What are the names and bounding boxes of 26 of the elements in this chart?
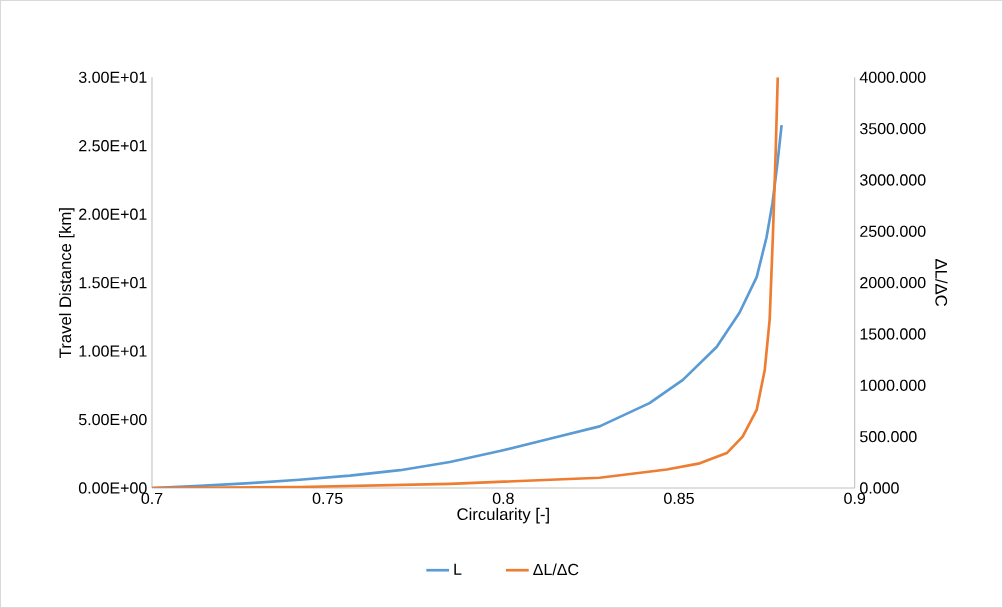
x-tick-label: 0.75 (312, 492, 343, 505)
y2-tick-label: 2000.000 (860, 277, 926, 289)
y2-tick-label: 1000.000 (860, 379, 926, 391)
y2-tick-label: 4000.000 (859, 71, 926, 83)
legend-label: ΔL/ΔC (533, 563, 579, 576)
x-tick-label: 0.8 (492, 492, 514, 505)
y-tick-label: 1.50E+01 (79, 277, 147, 289)
y2-tick-label: 1500.000 (860, 328, 926, 340)
y-tick-label: 1.00E+01 (79, 345, 147, 357)
x-axis-title: Circularity [-] (457, 507, 549, 524)
x-tick-label: 0.85 (664, 492, 694, 505)
y-axis-title: Travel Distance [km] (58, 208, 75, 358)
y2-tick-label: 3000.000 (860, 174, 926, 186)
y2-tick-label: 500.000 (860, 431, 917, 443)
y-tick-label: 2.00E+01 (79, 208, 147, 220)
y2-tick-label: 2500.000 (860, 225, 926, 237)
y-tick-label: 0.00E+00 (78, 482, 147, 494)
y2-axis-title: ΔL/ΔC (935, 259, 948, 307)
y-tick-label: 5.00E+00 (78, 413, 147, 426)
x-tick-label: 0.7 (141, 492, 163, 505)
y-tick-label: 3.00E+01 (78, 71, 147, 83)
legend-label: L (454, 563, 462, 575)
x-tick-label: 0.9 (844, 492, 866, 505)
y2-tick-label: 0.000 (860, 482, 899, 494)
y2-tick-label: 3500.000 (860, 123, 926, 135)
y-tick-label: 2.50E+01 (79, 140, 147, 152)
